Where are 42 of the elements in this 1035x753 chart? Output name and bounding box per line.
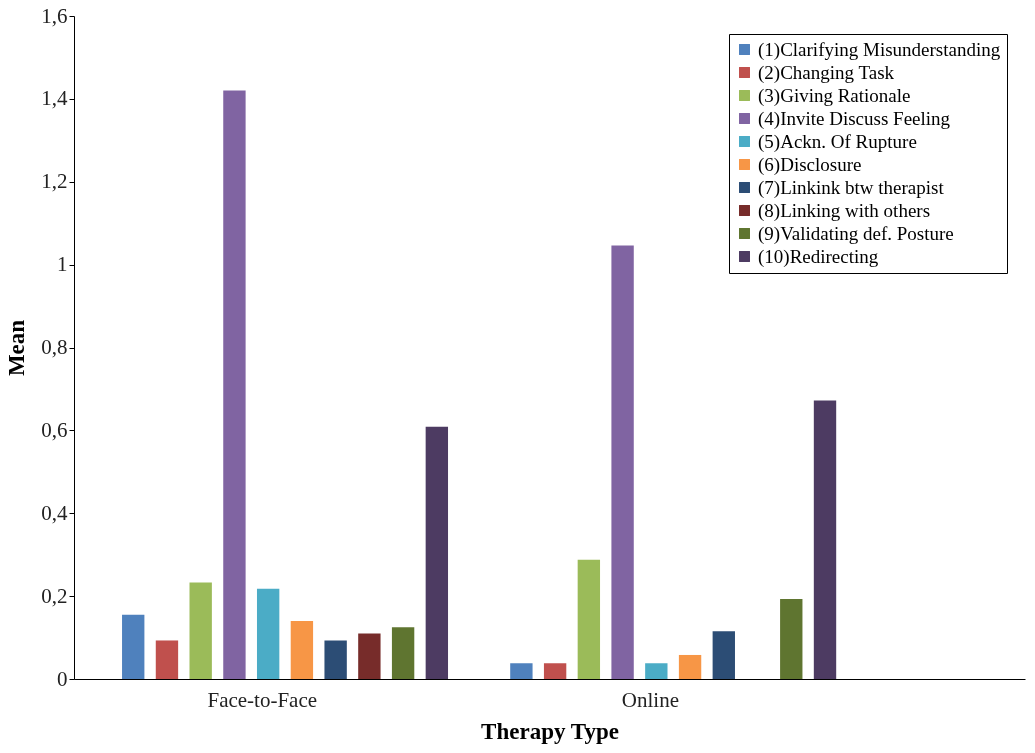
legend-label: (2)Changing Task xyxy=(758,61,895,84)
y-tick-label: 1,4 xyxy=(41,86,68,111)
bar xyxy=(391,627,415,679)
legend-label: (4)Invite Discuss Feeling xyxy=(758,107,951,130)
legend-label: (9)Validating def. Posture xyxy=(758,222,954,245)
legend-label: (3)Giving Rationale xyxy=(758,84,911,107)
bar xyxy=(510,663,533,679)
bar xyxy=(358,633,381,679)
x-tick-label: Face-to-Face xyxy=(207,687,318,712)
bar xyxy=(155,640,179,679)
bar xyxy=(425,426,449,679)
bar xyxy=(223,90,246,679)
bar xyxy=(678,654,702,679)
bar xyxy=(543,663,567,679)
legend-label: (5)Ackn. Of Rupture xyxy=(758,130,917,153)
legend-label: (8)Linking with others xyxy=(758,199,931,222)
bar xyxy=(780,599,803,679)
bar xyxy=(645,663,668,679)
y-tick-label: 0,2 xyxy=(41,583,68,608)
bar xyxy=(189,582,212,679)
y-tick-label: 1 xyxy=(57,252,68,277)
y-tick-label: 0,8 xyxy=(41,335,68,359)
bar xyxy=(290,620,314,679)
y-tick-label: 1,2 xyxy=(41,169,68,194)
bar xyxy=(256,588,280,679)
legend-label: (10)Redirecting xyxy=(758,245,879,268)
legend-label: (1)Clarifying Misunderstanding xyxy=(758,38,1001,61)
legend-label: (7)Linkink btw therapist xyxy=(758,176,945,199)
x-axis-title: Therapy Type xyxy=(481,718,619,744)
bar xyxy=(813,400,837,679)
bar xyxy=(712,631,735,679)
x-tick-label: Online xyxy=(621,687,679,712)
bar xyxy=(611,245,634,679)
bar xyxy=(324,640,347,679)
y-tick-label: 1,6 xyxy=(41,3,68,28)
y-tick-label: 0,4 xyxy=(41,500,68,525)
y-tick-label: 0 xyxy=(57,666,68,691)
y-tick-label: 0,6 xyxy=(41,417,68,442)
bar xyxy=(577,559,601,679)
y-axis-title: Mean xyxy=(4,319,30,377)
legend-label: (6)Disclosure xyxy=(758,153,862,176)
bar xyxy=(122,614,145,679)
